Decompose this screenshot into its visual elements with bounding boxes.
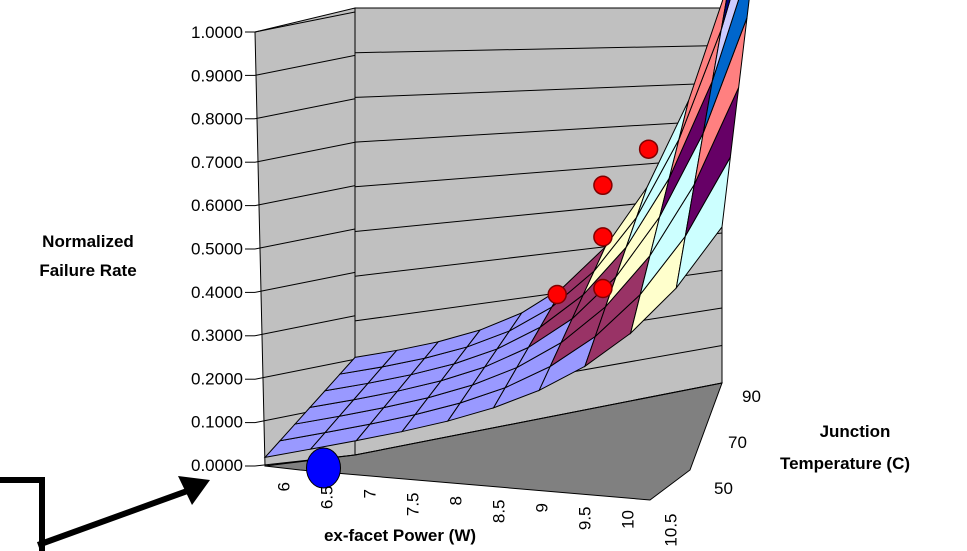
grid-line-back [354,382,723,456]
highlight-point [593,278,613,299]
x-tick-label: 8.5 [489,500,508,524]
grid-line-left [254,228,356,250]
x-tick-label: 9 [532,503,551,512]
z-tick-label: 50 [714,479,733,498]
y-axis-title-line1: Normalized [42,232,134,251]
surface-cell [702,0,750,134]
grid-line-left [254,454,356,467]
grid-line-left [254,185,356,207]
highlight-point [547,284,567,305]
grid-line-left [254,54,356,76]
z-tick-label: 90 [742,387,761,406]
x-tick-labels: 6 6.5 7 7.5 8 8.5 9 9.5 10 10.5 [274,482,680,547]
x-tick-label: 6 [274,482,293,491]
grid-line-left [254,271,356,293]
y-tick-label: 0.0000 [191,456,243,475]
arrow-annotation [0,476,210,551]
grid-line-back [354,45,723,54]
y-tick-label: 0.9000 [191,66,243,85]
x-tick-label: 8 [446,496,465,505]
y-tick-label: 0.8000 [191,110,243,129]
grid-line-back [354,82,723,98]
x-tick-label: 6.5 [317,486,336,510]
x-tick-label: 7 [360,489,379,498]
z-axis-title-line2: Temperature (C) [780,454,910,473]
y-axis-title-line2: Failure Rate [39,261,136,280]
y-tick-label: 0.5000 [191,240,243,259]
y-tick-label: 0.3000 [191,326,243,345]
y-tick-label: 1.0000 [191,23,243,42]
grid-line-left [254,358,356,380]
highlight-point [638,139,659,159]
x-tick-label: 10.5 [661,514,680,547]
surface-cell [678,0,727,140]
grid-line-back [354,120,723,143]
z-tick-labels: 90 70 50 [714,387,761,498]
y-tick-label: 0.4000 [191,283,243,302]
x-tick-label: 9.5 [575,507,594,531]
x-tick-label: 10 [618,510,637,529]
y-tick-label: 0.6000 [191,196,243,215]
x-axis-title: ex-facet Power (W) [324,526,476,545]
surface-cell [720,0,731,30]
grid-line-left [254,141,356,163]
grid-line-left [254,315,356,337]
x-tick-label: 7.5 [403,493,422,517]
surface-cell [711,0,740,82]
y-tick-label: 0.2000 [191,369,243,388]
z-tick-label: 70 [728,433,747,452]
z-axis-title-line1: Junction [820,422,891,441]
surface-plot [263,0,750,459]
y-tick-labels: 1.0000 0.9000 0.8000 0.7000 0.6000 0.5000 0.40… [191,23,243,475]
grid-line-left [254,11,356,33]
reference-point [306,447,341,489]
y-tick-label: 0.7000 [191,153,243,172]
grid-line-left [254,98,356,120]
y-tick-label: 0.1000 [191,413,243,432]
highlight-point [593,227,613,247]
data-points [306,139,659,489]
highlight-point [593,175,613,196]
